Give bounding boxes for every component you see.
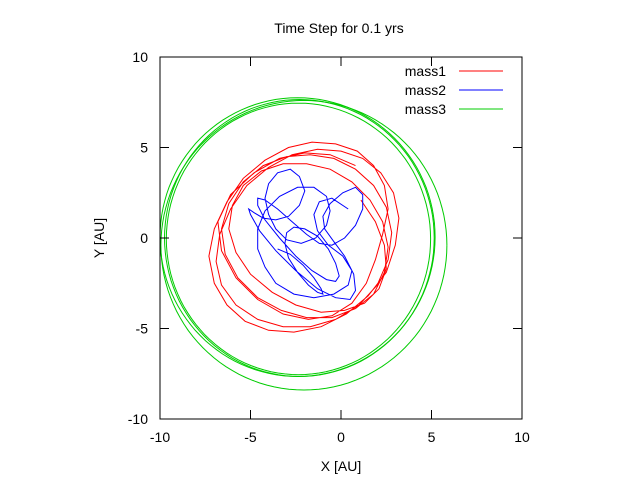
y-tick-label: 10 [132,49,148,65]
y-axis-label: Y [AU] [91,218,107,258]
series-mass2-line [247,168,364,301]
legend-label-mass1: mass1 [405,63,446,79]
x-tick-label: 10 [514,429,530,445]
legend-label-mass3: mass3 [405,101,446,117]
legend-label-mass2: mass2 [405,82,446,98]
y-tick-label: 0 [140,230,148,246]
y-tick-label: -5 [136,321,149,337]
series-mass3-orbit-3 [160,99,448,391]
chart-title: Time Step for 0.1 yrs [274,20,403,36]
plot-frame [159,56,523,420]
x-tick-label: 0 [337,429,345,445]
x-tick-label: -5 [244,429,257,445]
x-tick-label: 5 [428,429,436,445]
plot-area [160,97,448,391]
legend: mass1 mass2 mass3 [405,63,503,117]
x-tick-label: -10 [150,429,170,445]
series-mass3-orbit-4 [165,102,432,376]
x-axis-label: X [AU] [321,458,361,474]
x-tick-labels: -10 -5 0 5 10 [150,429,530,445]
y-tick-label: 5 [140,140,148,156]
y-tick-label: -10 [128,411,148,427]
series-mass1-line [208,141,400,333]
y-tick-labels: -10 -5 0 5 10 [128,49,148,427]
axis-ticks [159,56,523,420]
series-mass3-orbit-2 [160,97,436,378]
